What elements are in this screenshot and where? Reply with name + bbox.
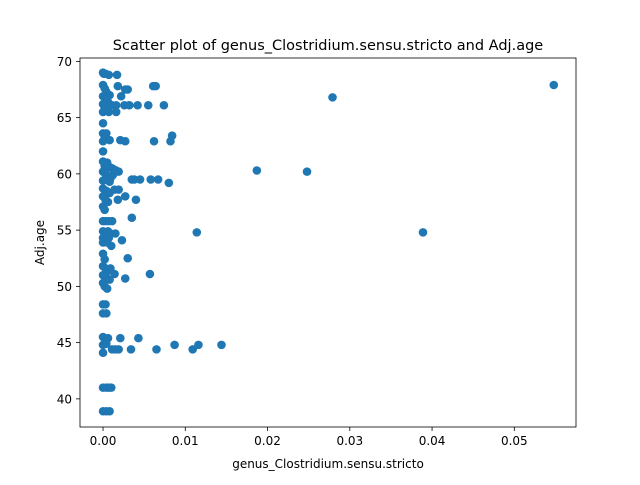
y-tick-label: 45 [57,336,72,350]
scatter-point [113,81,123,91]
scatter-point [104,107,114,117]
scatter-point [143,100,153,110]
y-tick-label: 40 [57,392,72,406]
x-axis-label: genus_Clostridium.sensu.stricto [232,457,424,471]
scatter-point [111,100,121,110]
scatter-point [125,100,134,110]
scatter-point [152,345,161,354]
scatter-point [106,383,116,392]
scatter-point [252,166,262,175]
scatter-point [188,345,197,354]
scatter-point [170,340,179,350]
chart-title: Scatter plot of genus_Clostridium.sensu.… [113,38,543,54]
scatter-point [98,118,108,128]
y-tick-label: 60 [57,167,72,181]
x-tick-label: 0.03 [336,434,363,448]
scatter-point [418,228,428,237]
scatter-point [105,406,114,416]
scatter-point [120,274,130,283]
scatter-point [123,85,133,94]
scatter-point [104,70,114,80]
scatter-point [114,185,123,194]
scatter-point [102,339,111,349]
scatter-point [105,135,114,145]
scatter-point [98,348,108,358]
scatter-point [110,269,119,279]
scatter-point [134,333,143,343]
scatter-point [120,192,130,201]
scatter-point [114,345,123,354]
scatter-point [153,175,163,184]
scatter-point [105,177,114,187]
scatter-point [111,229,120,238]
y-axis-ticks: 40 45 50 55 60 65 70 [57,55,80,406]
scatter-point [149,136,159,146]
scatter-point [100,205,109,215]
scatter-point [217,340,226,350]
scatter-point [113,195,123,205]
scatter-point [101,300,110,309]
scatter-point [131,195,141,205]
scatter-point [102,129,111,138]
scatter-point [116,333,125,343]
x-axis-ticks: 0.00 0.01 0.02 0.03 0.04 0.05 [90,427,528,448]
scatter-point [111,107,121,117]
scatter-point [148,81,158,91]
scatter-point [146,175,156,184]
scatter-point [192,228,202,237]
scatter-point [549,80,559,90]
scatter-point [135,175,145,184]
scatter-point [167,131,177,140]
y-axis-label: Adj.age [33,220,47,265]
scatter-point [100,255,109,264]
scatter-point [120,136,130,146]
scatter-point [127,213,137,223]
scatter-point [302,167,312,176]
scatter-point [133,100,142,110]
x-tick-label: 0.05 [501,434,528,448]
scatter-point [102,309,111,318]
scatter-point [102,284,112,293]
scatter-point [164,178,174,188]
x-tick-label: 0.01 [172,434,199,448]
y-tick-label: 55 [57,224,72,238]
scatter-point [328,93,337,102]
scatter-point [116,91,126,101]
scatter-point [123,253,133,263]
scatter-point [117,235,127,245]
points-layer [98,68,559,416]
y-tick-label: 50 [57,280,72,294]
x-tick-label: 0.00 [90,434,117,448]
x-tick-label: 0.04 [419,434,446,448]
scatter-point [105,275,114,284]
scatter-point [112,70,122,80]
y-tick-label: 65 [57,111,72,125]
scatter-point [106,241,116,251]
scatter-point [107,216,117,226]
scatter-point [194,340,203,350]
scatter-point [98,136,108,146]
scatter-point [159,100,169,110]
x-tick-label: 0.02 [254,434,281,448]
scatter-point [145,269,155,279]
y-tick-label: 70 [57,55,72,69]
scatter-point [126,345,136,354]
scatter-point [114,167,123,176]
plot-frame [79,57,577,428]
scatter-point [98,147,108,156]
